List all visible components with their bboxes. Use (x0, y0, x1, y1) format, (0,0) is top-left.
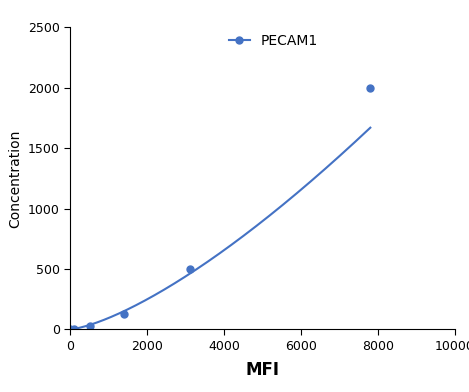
X-axis label: MFI: MFI (246, 361, 280, 379)
Legend: PECAM1: PECAM1 (223, 28, 324, 53)
Y-axis label: Concentration: Concentration (8, 129, 23, 227)
